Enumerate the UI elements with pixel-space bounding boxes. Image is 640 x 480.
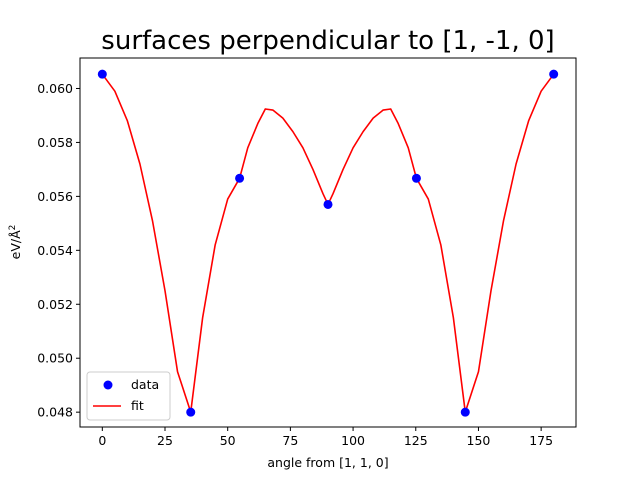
y-tick-label: 0.050	[37, 351, 73, 366]
data-point	[411, 173, 421, 183]
x-tick-label: 50	[220, 433, 236, 448]
y-tick-label: 0.054	[37, 243, 73, 258]
x-tick-label: 175	[529, 433, 553, 448]
y-tick-label: 0.048	[37, 405, 73, 420]
y-axis-label-base: eV/Å	[8, 230, 23, 259]
x-tick-label: 75	[282, 433, 298, 448]
y-tick-label: 0.056	[37, 189, 73, 204]
data-point	[323, 199, 333, 209]
plot-area	[80, 58, 576, 427]
plot-frame	[79, 57, 577, 428]
data-point	[460, 407, 470, 417]
x-tick-label: 150	[467, 433, 491, 448]
y-tick-label: 0.058	[37, 135, 73, 150]
x-axis-label: angle from [1, 1, 0]	[267, 455, 388, 470]
legend-label-fit: fit	[131, 398, 144, 413]
y-axis: 0.048 0.050 0.052 0.054 0.056 0.058 0.060	[37, 81, 80, 420]
y-axis-label-superscript: 2	[8, 225, 18, 231]
x-tick-label: 0	[98, 433, 106, 448]
legend-marker-data	[103, 380, 113, 390]
data-point	[186, 407, 196, 417]
y-axis-label: eV/Å2	[8, 225, 23, 260]
y-tick-label: 0.052	[37, 297, 73, 312]
chart-title: surfaces perpendicular to [1, -1, 0]	[101, 26, 554, 56]
legend-label-data: data	[131, 377, 159, 392]
x-tick-label: 100	[341, 433, 365, 448]
data-point	[549, 69, 559, 79]
points-layer	[97, 69, 559, 417]
y-tick-label: 0.060	[37, 81, 73, 96]
data-point	[235, 173, 245, 183]
data-point	[97, 69, 107, 79]
legend: data fit	[86, 371, 171, 421]
x-tick-label: 125	[404, 433, 428, 448]
x-tick-label: 25	[157, 433, 173, 448]
x-axis: 0 25 50 75 100 125 150 175	[98, 427, 553, 448]
